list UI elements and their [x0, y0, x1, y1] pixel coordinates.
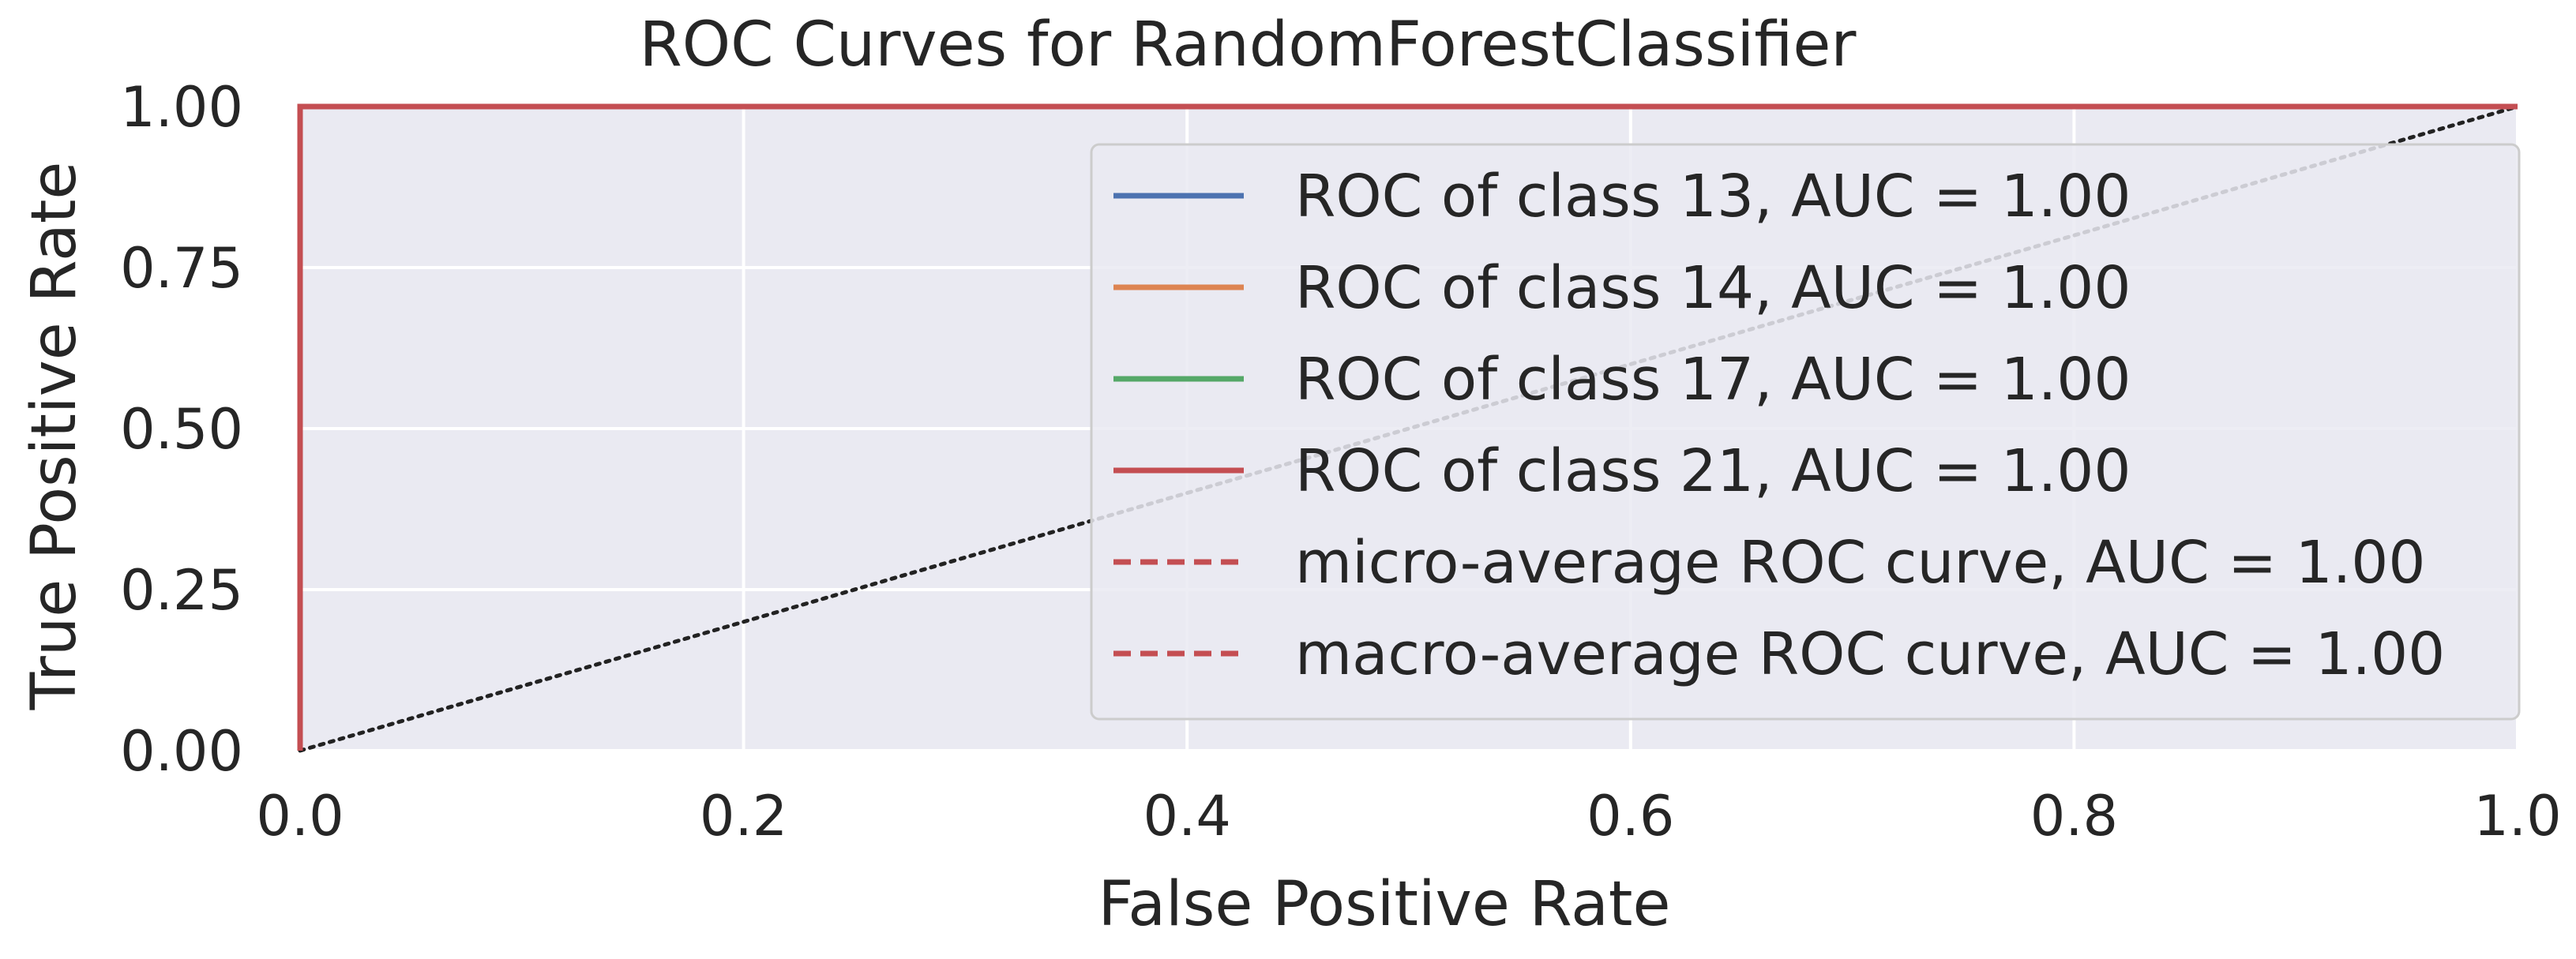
legend-label-0: ROC of class 13, AUC = 1.00 [1295, 163, 2131, 230]
legend-label-1: ROC of class 14, AUC = 1.00 [1295, 254, 2131, 322]
legend-label-5: macro-average ROC curve, AUC = 1.00 [1295, 620, 2445, 688]
series-line-5 [297, 103, 2518, 751]
legend-label-4: micro-average ROC curve, AUC = 1.00 [1295, 529, 2425, 597]
legend-items: ROC of class 13, AUC = 1.00 ROC of class … [1113, 163, 2445, 688]
legend-box [1090, 143, 2521, 721]
y-tick-label-3: 0.75 [120, 236, 243, 301]
x-axis-label: False Positive Rate [1098, 869, 1671, 940]
tick-labels: 0.0 0.2 0.4 0.6 0.8 1.0 0.00 0.25 0.50 0.75 1.00 [120, 75, 2562, 848]
legend-label-3: ROC of class 21, AUC = 1.00 [1295, 437, 2131, 505]
legend: ROC of class 13, AUC = 1.00 ROC of class … [1090, 143, 2521, 721]
x-tick-label-0: 0.0 [256, 784, 344, 848]
y-axis-label: True Positive Rate [19, 162, 90, 711]
x-tick-label-3: 0.6 [1587, 784, 1674, 848]
x-tick-label-2: 0.4 [1143, 784, 1231, 848]
chart-title: ROC Curves for RandomForestClassifier [640, 9, 1857, 81]
y-tick-label-4: 1.00 [120, 75, 243, 140]
y-tick-label-2: 0.50 [120, 397, 243, 462]
x-tick-label-1: 0.2 [700, 784, 787, 848]
x-tick-label-5: 1.0 [2473, 784, 2561, 848]
series-group [297, 103, 2518, 751]
x-tick-label-4: 0.8 [2030, 784, 2118, 848]
y-tick-label-0: 0.00 [120, 719, 243, 784]
y-tick-label-1: 0.25 [120, 558, 243, 623]
legend-label-2: ROC of class 17, AUC = 1.00 [1295, 346, 2131, 414]
